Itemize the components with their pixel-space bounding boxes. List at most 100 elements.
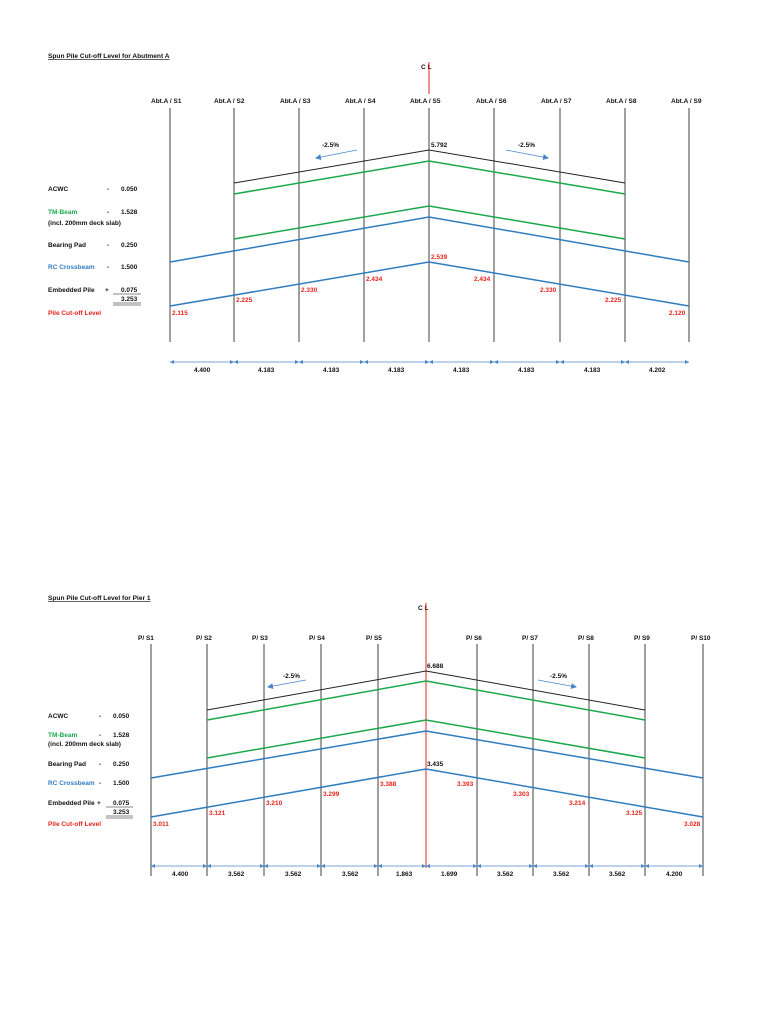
diagram-abutment-a: Spun Pile Cut-off Level for Abutment A C… [48, 53, 702, 374]
pile-label: P/ S7 [522, 635, 538, 642]
top-level-value: 5.792 [431, 142, 448, 149]
pile-label: P/ S6 [466, 635, 482, 642]
legend-value: 0.250 [121, 242, 138, 249]
spacing-value: 4.183 [388, 367, 405, 374]
pile-label: P/ S3 [252, 635, 268, 642]
legend-name: TM-Beam [48, 209, 77, 216]
legend-sign: - [99, 732, 101, 739]
legend-value: 1.528 [121, 209, 138, 216]
cutoff-value: 2.225 [605, 297, 622, 304]
spacing-value: 3.562 [609, 871, 626, 878]
spacing-value: 4.200 [666, 871, 683, 878]
crossbeam-top-line [169, 216, 690, 263]
dimension-line: 4.400 4.183 4.183 4.183 4.183 4.183 4.18… [170, 360, 689, 374]
legend-name: Embedded Pile [48, 800, 95, 807]
cutoff-value: 3.299 [323, 791, 340, 798]
spacing-value: 4.400 [194, 367, 211, 374]
spacing-value: 3.562 [553, 871, 570, 878]
dimension-ticks [151, 864, 703, 868]
legend-total: 3.253 [121, 296, 138, 303]
pile-label: P/ S1 [138, 635, 154, 642]
legend-name: ACWC [48, 186, 69, 193]
slope-label-left: -2.5% [322, 142, 339, 149]
layer-legend: ACWC - 0.050 TM-Beam - 1.528 (incl. 200m… [48, 186, 141, 317]
spacing-value: 3.562 [497, 871, 514, 878]
top-level-value: 6.688 [427, 663, 444, 670]
cutoff-label: Pile Cut-off Level [48, 310, 101, 317]
legend-name: ACWC [48, 713, 69, 720]
legend-name: Embedded Pile [48, 287, 95, 294]
dimension-line: 4.400 3.562 3.562 3.562 1.863 1.699 3.56… [151, 864, 703, 878]
cutoff-value: 2.115 [172, 310, 188, 317]
spacing-value: 4.183 [584, 367, 601, 374]
pile-labels: Abt.A / S1 Abt.A / S2 Abt.A / S3 Abt.A /… [151, 98, 702, 105]
legend-value: 1.528 [113, 732, 130, 739]
slope-label-left: -2.5% [283, 673, 300, 680]
legend-value: 0.250 [113, 761, 130, 768]
slope-label-right: -2.5% [518, 142, 535, 149]
pile-label: Abt.A / S3 [280, 98, 311, 105]
diagram-title: Spun Pile Cut-off Level for Abutment A [48, 53, 170, 60]
pile-label: P/ S5 [366, 635, 382, 642]
slope-arrow-right [505, 149, 549, 161]
cutoff-value: 3.214 [569, 800, 586, 807]
legend-sign: - [107, 209, 109, 216]
legend-name: RC Crossbeam [48, 780, 95, 787]
crossbeam-bottom-line [169, 261, 690, 307]
tm-beam-bottom-line [206, 719, 646, 759]
legend-note: (incl. 200mm deck slab) [48, 741, 121, 748]
acwc-line [233, 149, 626, 184]
legend-sign: - [107, 186, 109, 193]
cutoff-value: 2.120 [669, 310, 686, 317]
spacing-value: 4.183 [323, 367, 340, 374]
centerline-label: C L [418, 605, 429, 612]
legend-sign: - [99, 780, 101, 787]
legend-name: RC Crossbeam [48, 264, 95, 271]
cutoff-values: 2.115 2.225 2.330 2.434 2.434 2.330 2.22… [172, 276, 686, 317]
crossbeam-bottom-line [150, 768, 704, 818]
slope-arrow-right [537, 679, 577, 690]
dimension-ticks [170, 360, 689, 364]
spacing-value: 4.400 [172, 871, 189, 878]
spacing-value: 4.183 [453, 367, 470, 374]
spacing-value: 4.183 [258, 367, 275, 374]
pile-label: P/ S2 [196, 635, 212, 642]
spacing-value: 3.562 [285, 871, 302, 878]
pile-label: P/ S4 [309, 635, 325, 642]
tm-beam-top-line [206, 680, 646, 721]
legend-sign: - [99, 761, 101, 768]
legend-value: 0.075 [113, 800, 130, 807]
legend-value: 0.050 [121, 186, 138, 193]
peak-cutoff-value: 3.435 [427, 761, 444, 768]
legend-value: 1.500 [121, 264, 138, 271]
pile-label: Abt.A / S9 [671, 98, 702, 105]
cutoff-values: 3.011 3.121 3.210 3.299 3.388 3.393 3.30… [153, 781, 701, 828]
slope-label-right: -2.5% [550, 673, 567, 680]
legend-sign: + [97, 800, 101, 807]
cutoff-value: 3.125 [626, 810, 643, 817]
pile-label: Abt.A / S2 [214, 98, 245, 105]
cutoff-value: 3.303 [513, 791, 530, 798]
cutoff-value: 3.028 [684, 821, 701, 828]
legend-total: 3.253 [113, 809, 130, 816]
cutoff-value: 3.210 [266, 800, 283, 807]
legend-value: 0.075 [121, 287, 138, 294]
spacing-value: 4.183 [518, 367, 535, 374]
legend-value: 0.050 [113, 713, 130, 720]
legend-note: (incl. 200mm deck slab) [48, 220, 121, 227]
legend-name: TM-Beam [48, 732, 77, 739]
pile-label: Abt.A / S1 [151, 98, 182, 105]
layer-legend: ACWC - 0.050 TM-Beam - 1.528 (incl. 200m… [48, 713, 133, 828]
pile-labels: P/ S1 P/ S2 P/ S3 P/ S4 P/ S5 P/ S6 P/ S… [138, 635, 711, 642]
diagram-title: Spun Pile Cut-off Level for Pier 1 [48, 595, 151, 602]
pile-label: P/ S9 [634, 635, 650, 642]
acwc-line [206, 670, 646, 711]
cutoff-value: 3.393 [457, 781, 474, 788]
cutoff-value: 2.434 [474, 276, 491, 283]
cutoff-value: 2.330 [540, 287, 557, 294]
cutoff-value: 2.434 [366, 276, 383, 283]
slope-arrow-left [315, 149, 358, 160]
centerline-label: C L [421, 64, 432, 71]
legend-sign: - [107, 242, 109, 249]
